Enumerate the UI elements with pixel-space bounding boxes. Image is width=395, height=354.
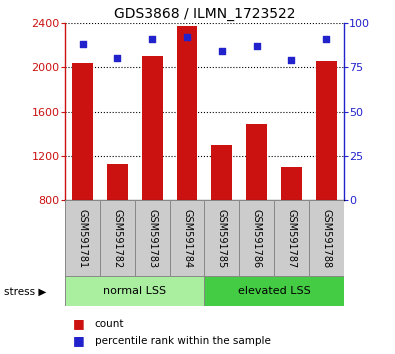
Bar (205, 276, 344, 306)
Text: GSM591782: GSM591782 (113, 209, 122, 269)
Point (254, 43, 260, 49)
Bar (142, 56, 163, 289)
Text: count: count (95, 319, 124, 329)
Text: percentile rank within the sample: percentile rank within the sample (95, 336, 271, 346)
Bar (72, 63, 93, 289)
Point (149, 36, 155, 42)
Bar (316, 61, 337, 289)
Bar (246, 124, 267, 289)
Text: GSM591781: GSM591781 (77, 209, 88, 269)
Bar (177, 26, 198, 289)
Bar (107, 164, 128, 289)
Point (219, 48, 225, 54)
Point (79, 41, 86, 47)
Text: ■: ■ (73, 318, 85, 330)
Point (184, 34, 190, 40)
Bar (135, 200, 169, 278)
Bar (281, 167, 302, 289)
Text: elevated LSS: elevated LSS (238, 286, 310, 296)
Bar (239, 200, 274, 278)
Bar (169, 200, 205, 278)
Text: GSM591783: GSM591783 (147, 209, 157, 269)
Text: stress ▶: stress ▶ (4, 287, 46, 297)
Bar (309, 200, 344, 278)
Point (114, 56, 120, 61)
Bar (65, 200, 100, 278)
Point (323, 36, 329, 42)
Text: ■: ■ (73, 334, 85, 347)
Bar (65, 276, 205, 306)
Bar (211, 145, 232, 289)
Text: GSM591788: GSM591788 (321, 209, 331, 269)
Bar (274, 200, 309, 278)
Title: GDS3868 / ILMN_1723522: GDS3868 / ILMN_1723522 (114, 7, 295, 21)
Text: GSM591787: GSM591787 (286, 209, 296, 269)
Text: GSM591784: GSM591784 (182, 209, 192, 269)
Text: GSM591786: GSM591786 (252, 209, 261, 269)
Point (288, 57, 295, 63)
Text: normal LSS: normal LSS (103, 286, 166, 296)
Bar (205, 200, 239, 278)
Bar (100, 200, 135, 278)
Text: GSM591785: GSM591785 (217, 209, 227, 269)
